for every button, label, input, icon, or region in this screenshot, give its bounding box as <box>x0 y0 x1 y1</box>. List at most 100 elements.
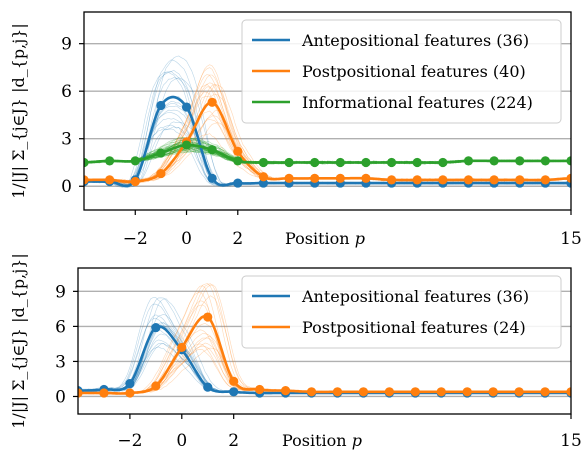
chart-panel-2: 0 3 6 9 −2 0 2 15 Position p 1/|J| Σ_{j∈J} |d_{p,… <box>9 253 582 450</box>
legend-entry-1: Antepositional features (36) <box>301 31 529 50</box>
data-point <box>410 387 420 397</box>
y-tick-label: 9 <box>61 35 72 55</box>
x-tick-label: 2 <box>228 431 239 450</box>
y-axis-label: 1/|J| Σ_{j∈J} |d_{p,j}| <box>9 23 28 199</box>
data-point <box>463 175 474 185</box>
legend-entry-2: Postpositional features (40) <box>302 62 526 81</box>
data-point <box>361 157 371 168</box>
data-point <box>284 157 294 168</box>
legend-entry-3: Informational features (224) <box>302 93 533 112</box>
data-point <box>229 376 239 386</box>
data-point <box>566 156 571 166</box>
data-point <box>386 157 397 168</box>
axes-frame <box>77 267 572 415</box>
y-tick-label: 0 <box>61 177 72 197</box>
data-point <box>438 175 448 185</box>
y-tick-label: 3 <box>61 130 72 150</box>
data-point <box>514 387 524 397</box>
data-point <box>436 387 446 397</box>
x-tick-label: 0 <box>176 431 187 450</box>
data-point <box>233 146 243 156</box>
x-tick-label: 15 <box>560 431 582 450</box>
data-point <box>384 387 394 397</box>
data-point <box>84 157 89 168</box>
chart-panel-1: 0 3 6 9 −2 0 2 15 Position p 1/|J| Σ_{j∈J} |d_{p,… <box>9 11 582 249</box>
data-point <box>151 381 161 391</box>
y-tick-label: 6 <box>61 82 72 102</box>
legend-entry-2: Postpositional features (24) <box>302 318 526 337</box>
data-point <box>78 388 83 398</box>
data-point <box>488 387 498 397</box>
data-point <box>463 156 474 166</box>
data-point <box>151 322 161 333</box>
data-point <box>306 387 317 397</box>
data-point <box>125 379 135 389</box>
data-point <box>462 387 472 397</box>
data-point <box>335 157 345 168</box>
data-point <box>310 173 320 183</box>
data-point <box>207 97 217 107</box>
data-point <box>358 387 369 397</box>
data-point <box>540 387 550 397</box>
y-tick-label: 6 <box>55 317 66 337</box>
data-point <box>105 175 115 185</box>
data-point <box>438 157 448 168</box>
data-point <box>181 102 192 112</box>
data-point <box>566 173 571 183</box>
data-point <box>540 156 550 166</box>
x-tick-label: −2 <box>117 431 142 450</box>
data-point <box>130 176 140 187</box>
x-tick-label: 2 <box>232 229 243 249</box>
x-tick-label: −2 <box>123 229 148 249</box>
data-point <box>258 178 269 188</box>
data-point <box>258 157 269 168</box>
data-point <box>181 140 192 150</box>
y-tick-label: 9 <box>55 282 66 302</box>
x-axis-label: Position p <box>285 229 365 248</box>
data-point <box>515 156 525 166</box>
x-tick-label: 15 <box>560 229 582 249</box>
y-axis-label: 1/|J| Σ_{j∈J} |d_{p,j}| <box>9 253 28 429</box>
legend-box <box>241 19 562 124</box>
data-point <box>284 173 294 183</box>
data-point <box>332 387 343 397</box>
data-point <box>515 175 525 185</box>
data-point <box>177 342 187 353</box>
data-point <box>105 156 115 166</box>
data-point <box>125 388 135 398</box>
data-point <box>233 156 243 166</box>
data-point <box>207 173 217 183</box>
x-axis-label: Position p <box>282 431 362 450</box>
data-point <box>386 175 397 185</box>
data-point <box>84 175 89 185</box>
data-point <box>233 178 243 188</box>
data-point <box>207 145 217 155</box>
data-point <box>255 384 265 395</box>
data-point <box>156 100 166 111</box>
data-point <box>489 156 499 166</box>
plot-area <box>84 55 571 189</box>
data-point <box>156 148 166 158</box>
data-point <box>203 312 213 322</box>
data-point <box>566 387 571 397</box>
data-point <box>258 172 269 182</box>
data-point <box>412 175 422 185</box>
data-point <box>203 382 213 392</box>
data-point <box>130 156 140 166</box>
data-point <box>412 157 422 168</box>
data-point <box>99 388 109 398</box>
plot-area <box>78 283 571 398</box>
data-point <box>156 168 166 179</box>
x-tick-label: 0 <box>181 229 192 249</box>
legend-box <box>241 275 562 349</box>
data-point <box>540 175 550 185</box>
data-point <box>280 386 291 396</box>
y-tick-label: 0 <box>55 387 66 407</box>
axes-frame <box>83 11 572 211</box>
y-tick-label: 3 <box>55 352 66 372</box>
legend-entry-1: Antepositional features (36) <box>301 287 529 306</box>
data-point <box>229 387 239 397</box>
data-point <box>335 173 345 183</box>
data-point <box>310 157 320 168</box>
